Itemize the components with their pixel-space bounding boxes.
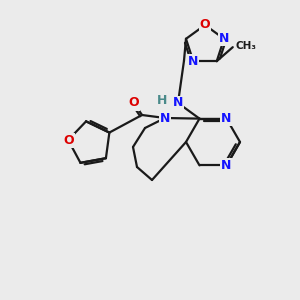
Text: N: N (221, 159, 232, 172)
Text: N: N (188, 55, 198, 68)
Text: H: H (157, 94, 167, 106)
Text: N: N (160, 112, 170, 124)
Text: N: N (221, 112, 232, 125)
Text: CH₃: CH₃ (236, 41, 257, 51)
Text: O: O (129, 97, 139, 110)
Text: O: O (200, 19, 210, 32)
Text: N: N (219, 32, 229, 45)
Text: N: N (173, 97, 183, 110)
Text: O: O (63, 134, 74, 147)
